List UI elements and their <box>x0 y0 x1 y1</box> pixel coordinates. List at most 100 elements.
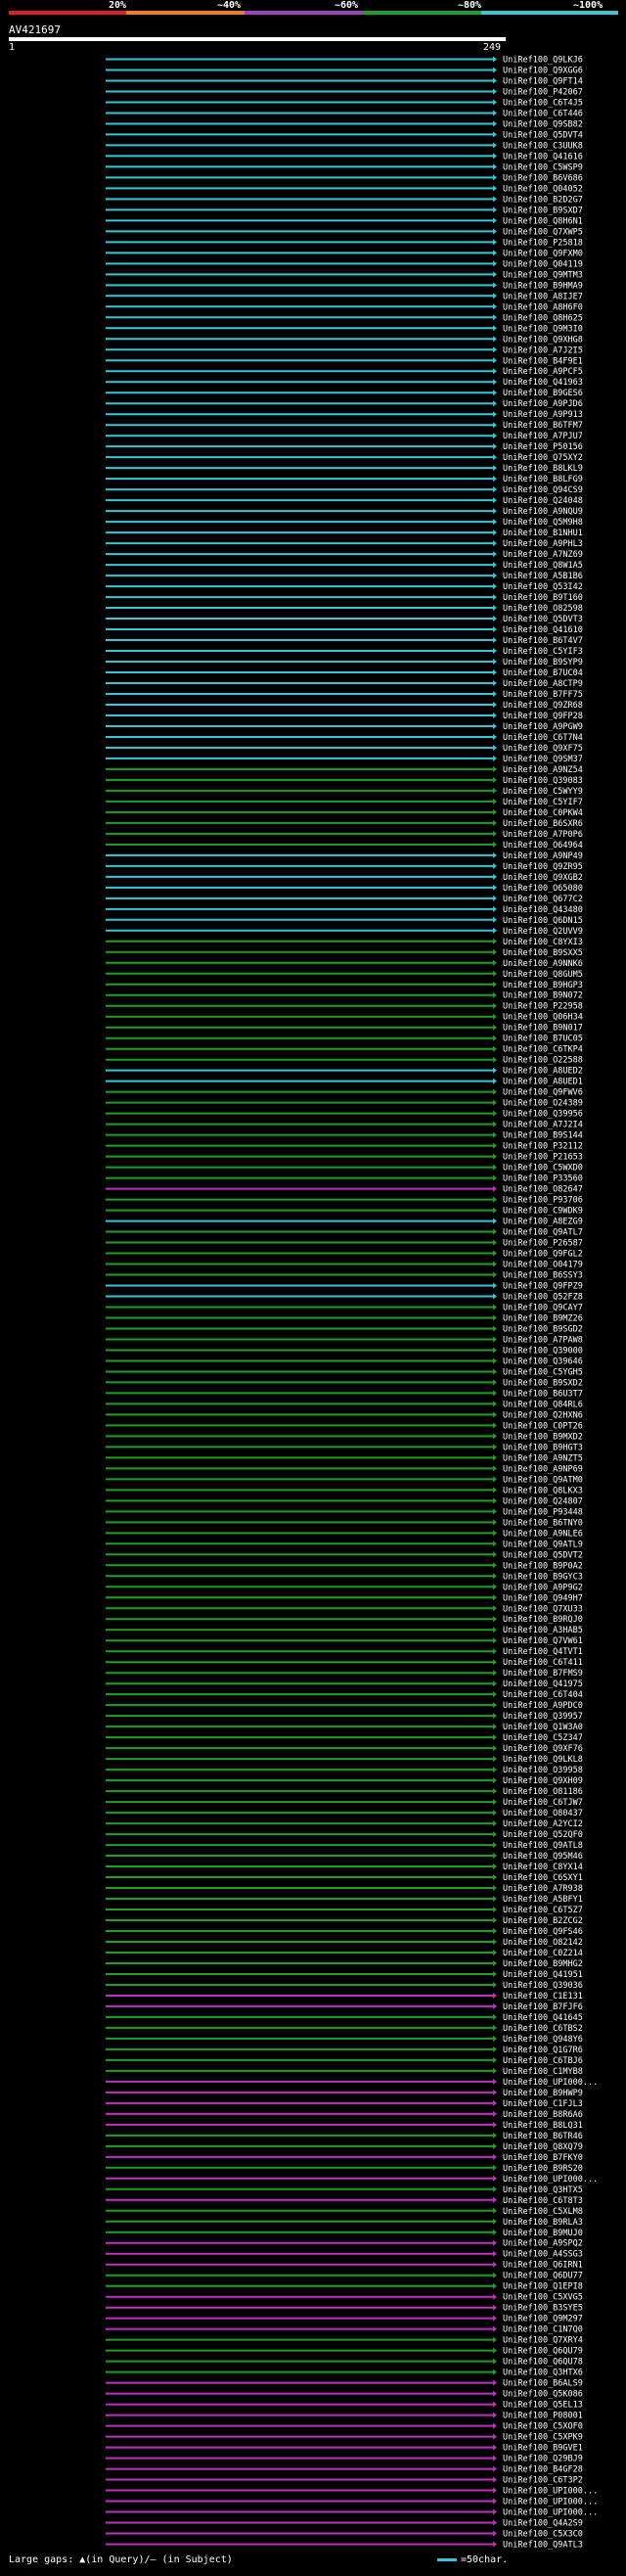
hit-row[interactable]: UniRef100_Q94CS9 <box>106 485 583 495</box>
hit-row[interactable]: UniRef100_Q6QU79 <box>106 2347 583 2357</box>
hit-row[interactable]: UniRef100_Q2UVV9 <box>106 927 583 937</box>
hit-row[interactable]: UniRef100_O65080 <box>106 884 583 894</box>
hit-row[interactable]: UniRef100_A3HAB5 <box>106 1626 583 1635</box>
hit-row[interactable]: UniRef100_B9MZ26 <box>106 1313 583 1323</box>
hit-row[interactable]: UniRef100_B6ALS9 <box>106 2379 583 2389</box>
hit-row[interactable]: UniRef100_A4SSG3 <box>106 2250 583 2260</box>
hit-row[interactable]: UniRef100_C5XLM8 <box>106 2207 583 2217</box>
hit-row[interactable]: UniRef100_A7R938 <box>106 1884 583 1894</box>
hit-row[interactable]: UniRef100_Q3HTX6 <box>106 2369 583 2378</box>
hit-row[interactable]: UniRef100_C5WYY9 <box>106 787 583 797</box>
hit-row[interactable]: UniRef100_A7PJU7 <box>106 432 583 441</box>
hit-row[interactable]: UniRef100_Q9LKL8 <box>106 1755 583 1765</box>
hit-row[interactable]: UniRef100_B9N072 <box>106 991 583 1001</box>
hit-row[interactable]: UniRef100_B9HWP9 <box>106 2089 583 2098</box>
hit-row[interactable]: UniRef100_Q43480 <box>106 905 583 915</box>
hit-row[interactable]: UniRef100_C8YX14 <box>106 1863 583 1872</box>
hit-row[interactable]: UniRef100_B9SGD2 <box>106 1324 583 1334</box>
hit-row[interactable]: UniRef100_Q41975 <box>106 1679 583 1689</box>
hit-row[interactable]: UniRef100_B9MXD2 <box>106 1432 583 1442</box>
hit-row[interactable]: UniRef100_A8IJE7 <box>106 292 583 301</box>
hit-row[interactable]: UniRef100_P25818 <box>106 238 583 248</box>
hit-row[interactable]: UniRef100_Q5DVT4 <box>106 130 583 140</box>
hit-row[interactable]: UniRef100_B6T4V7 <box>106 636 583 646</box>
hit-row[interactable]: UniRef100_B9SXD2 <box>106 1378 583 1388</box>
hit-row[interactable]: UniRef100_P22958 <box>106 1002 583 1012</box>
hit-row[interactable]: UniRef100_Q06H34 <box>106 1013 583 1023</box>
hit-row[interactable]: UniRef100_B9S144 <box>106 1131 583 1141</box>
hit-row[interactable]: UniRef100_B9GES6 <box>106 389 583 398</box>
hit-row[interactable]: UniRef100_O82647 <box>106 1185 583 1195</box>
hit-row[interactable]: UniRef100_B9T160 <box>106 593 583 603</box>
hit-row[interactable]: UniRef100_B4GF28 <box>106 2465 583 2475</box>
hit-row[interactable]: UniRef100_P21653 <box>106 1153 583 1163</box>
hit-row[interactable]: UniRef100_B9RS20 <box>106 2164 583 2174</box>
hit-row[interactable]: UniRef100_B8LQ31 <box>106 2121 583 2131</box>
hit-row[interactable]: UniRef100_B8LKL9 <box>106 464 583 474</box>
hit-row[interactable]: UniRef100_B1NHU1 <box>106 529 583 538</box>
hit-row[interactable]: UniRef100_Q53I42 <box>106 582 583 592</box>
hit-row[interactable]: UniRef100_Q39083 <box>106 776 583 786</box>
hit-row[interactable]: UniRef100_P33560 <box>106 1174 583 1184</box>
hit-row[interactable]: UniRef100_C5XPK9 <box>106 2433 583 2443</box>
hit-row[interactable]: UniRef100_B9P0A2 <box>106 1561 583 1571</box>
hit-row[interactable]: UniRef100_A2YCI2 <box>106 1819 583 1829</box>
hit-row[interactable]: UniRef100_Q949H7 <box>106 1593 583 1603</box>
hit-row[interactable]: UniRef100_A8UED2 <box>106 1067 583 1077</box>
hit-row[interactable]: UniRef100_Q41616 <box>106 152 583 161</box>
hit-row[interactable]: UniRef100_A9PJD6 <box>106 399 583 409</box>
hit-row[interactable]: UniRef100_C3UUK8 <box>106 141 583 151</box>
hit-row[interactable]: UniRef100_B7FKY0 <box>106 2153 583 2163</box>
hit-row[interactable]: UniRef100_Q5K086 <box>106 2390 583 2400</box>
hit-row[interactable]: UniRef100_A9P913 <box>106 410 583 420</box>
hit-row[interactable]: UniRef100_Q7XWP5 <box>106 227 583 237</box>
hit-row[interactable]: UniRef100_C6T404 <box>106 1690 583 1700</box>
hit-row[interactable]: UniRef100_A8CTP9 <box>106 679 583 689</box>
hit-row[interactable]: UniRef100_B9HGT3 <box>106 1443 583 1452</box>
hit-row[interactable]: UniRef100_O24389 <box>106 1099 583 1109</box>
hit-row[interactable]: UniRef100_B4F9E1 <box>106 356 583 366</box>
hit-row[interactable]: UniRef100_O39958 <box>106 1766 583 1775</box>
hit-row[interactable]: UniRef100_B9N017 <box>106 1024 583 1034</box>
hit-row[interactable]: UniRef100_C6T3P2 <box>106 2476 583 2486</box>
hit-row[interactable]: UniRef100_Q5EL13 <box>106 2401 583 2411</box>
hit-row[interactable]: UniRef100_C6T4J5 <box>106 98 583 108</box>
hit-row[interactable]: UniRef100_Q948Y6 <box>106 2035 583 2045</box>
hit-row[interactable]: UniRef100_Q9ZR68 <box>106 701 583 711</box>
hit-row[interactable]: UniRef100_A9PDC0 <box>106 1701 583 1711</box>
hit-row[interactable]: UniRef100_A9P9G2 <box>106 1583 583 1592</box>
hit-row[interactable]: UniRef100_Q9SM37 <box>106 755 583 764</box>
hit-row[interactable]: UniRef100_Q95M46 <box>106 1852 583 1862</box>
hit-row[interactable]: UniRef100_C6T7N4 <box>106 733 583 743</box>
hit-row[interactable]: UniRef100_Q9FGL2 <box>106 1250 583 1260</box>
hit-row[interactable]: UniRef100_C0PKW4 <box>106 808 583 818</box>
hit-row[interactable]: UniRef100_A8EZG9 <box>106 1218 583 1227</box>
hit-row[interactable]: UniRef100_Q04119 <box>106 259 583 269</box>
hit-row[interactable]: UniRef100_Q9FT14 <box>106 76 583 86</box>
hit-row[interactable]: UniRef100_P93448 <box>106 1507 583 1517</box>
hit-row[interactable]: UniRef100_Q9FP28 <box>106 712 583 721</box>
hit-row[interactable]: UniRef100_O80437 <box>106 1809 583 1818</box>
hit-row[interactable]: UniRef100_Q75XY2 <box>106 453 583 463</box>
hit-row[interactable]: UniRef100_A8UED1 <box>106 1078 583 1087</box>
hit-row[interactable]: UniRef100_B8LFG9 <box>106 475 583 484</box>
hit-row[interactable]: UniRef100_C0PT26 <box>106 1421 583 1431</box>
hit-row[interactable]: UniRef100_A7J2I4 <box>106 1121 583 1130</box>
hit-row[interactable]: UniRef100_B7FMS9 <box>106 1669 583 1679</box>
hit-row[interactable]: UniRef100_Q9XHG8 <box>106 335 583 345</box>
hit-row[interactable]: UniRef100_Q9FWV6 <box>106 1088 583 1098</box>
hit-row[interactable]: UniRef100_Q677C2 <box>106 895 583 904</box>
hit-row[interactable]: UniRef100_Q9XGB2 <box>106 873 583 883</box>
hit-row[interactable]: UniRef100_C5YIF7 <box>106 798 583 807</box>
hit-row[interactable]: UniRef100_Q6QU78 <box>106 2358 583 2368</box>
hit-row[interactable]: UniRef100_B6SSY3 <box>106 1271 583 1281</box>
hit-row[interactable]: UniRef100_Q9ATL7 <box>106 1228 583 1238</box>
hit-row[interactable]: UniRef100_UPI000... <box>106 2175 598 2185</box>
hit-row[interactable]: UniRef100_Q9CAY7 <box>106 1303 583 1312</box>
hit-row[interactable]: UniRef100_A7NZ69 <box>106 550 583 560</box>
hit-row[interactable]: UniRef100_P08001 <box>106 2412 583 2421</box>
hit-row[interactable]: UniRef100_C5YIF3 <box>106 647 583 657</box>
hit-row[interactable]: UniRef100_Q9SB82 <box>106 119 583 129</box>
hit-row[interactable]: UniRef100_B2D2G7 <box>106 195 583 205</box>
hit-row[interactable]: UniRef100_Q9XH09 <box>106 1776 583 1786</box>
